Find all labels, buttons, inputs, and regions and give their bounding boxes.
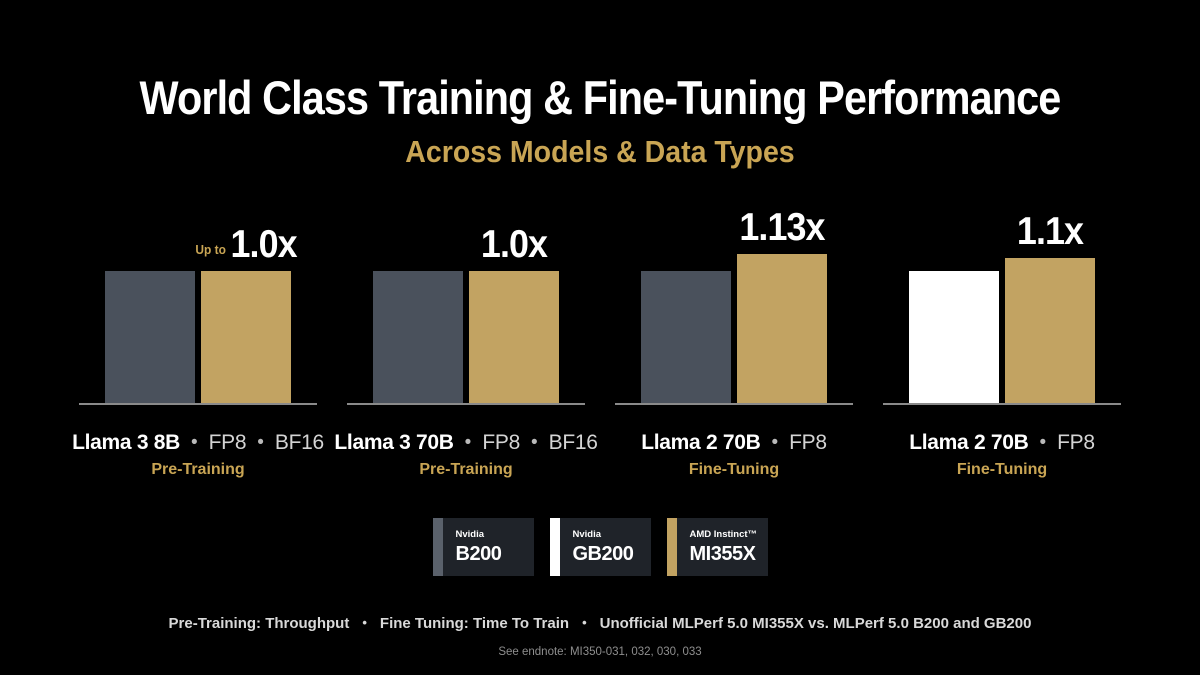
task-label: Fine-Tuning (688, 461, 780, 478)
model-label-row: Llama 3 70B • FP8 • BF16 (334, 431, 598, 454)
axis-baseline (615, 403, 853, 405)
footer-note: Pre-Training: Throughput • Fine Tuning: Ti… (0, 615, 1200, 632)
chart-group-llama-2-70b-fine-tuning: 1.1x Llama 2 70B • FP8 Fine-Tuning (883, 212, 1121, 479)
legend-swatch-mi355x (666, 518, 677, 576)
datatype-label: FP8 (482, 431, 520, 454)
value-label: 1.13x (739, 206, 825, 250)
value-label-row: 1.1x (1016, 210, 1084, 254)
bar-amd-instinct-mi355x (201, 271, 291, 403)
legend-text: Nvidia GB200 (560, 518, 634, 576)
task-label: Pre-Training (151, 461, 245, 478)
model-name: Llama 2 70B (641, 431, 761, 454)
legend-item-mi355x: AMD Instinct™ MI355X (666, 518, 768, 576)
chart-groups: Up to 1.0x Llama 3 8B • FP8 • BF16 Pre-Training… (0, 208, 1200, 479)
bar-pair: Up to 1.0x (79, 225, 317, 405)
footer-bullet-separator: • (582, 615, 587, 630)
chart-group-llama-3-8b-pre-training: Up to 1.0x Llama 3 8B • FP8 • BF16 Pre-Training (72, 225, 324, 479)
legend-model-label: MI355X (689, 542, 756, 565)
bullet-separator: • (464, 432, 472, 453)
footer-note-segment: Pre-Training: Throughput (168, 615, 350, 632)
bullet-separator: • (190, 432, 198, 453)
value-label: 1.0x (230, 223, 298, 267)
value-label-row: 1.13x (739, 206, 825, 250)
axis-baseline (883, 403, 1121, 405)
legend-item-b200: Nvidia B200 (432, 518, 534, 576)
bar-nvidia-b200 (105, 271, 195, 403)
bar-nvidia-b200 (373, 271, 463, 403)
bar-pair: 1.1x (883, 212, 1121, 405)
value-prefix-label: Up to (195, 242, 226, 257)
bullet-separator: • (257, 432, 264, 453)
value-label: 1.0x (480, 223, 548, 267)
bar-nvidia-b200 (641, 271, 731, 403)
legend-model-label: GB200 (572, 542, 634, 565)
footer-note-segment: Fine Tuning: Time To Train (379, 615, 570, 632)
page-title: World Class Training & Fine-Tuning Perfo… (139, 71, 1062, 124)
task-label: Pre-Training (419, 461, 513, 478)
model-name: Llama 2 70B (909, 431, 1029, 454)
datatype-label: BF16 (548, 431, 598, 454)
value-label: 1.1x (1016, 210, 1084, 254)
datatype-label: FP8 (208, 431, 247, 454)
bar-pair: 1.13x (615, 208, 853, 405)
legend-model-label: B200 (455, 542, 502, 565)
value-label-row: 1.0x (480, 223, 548, 267)
datatype-label: BF16 (274, 431, 324, 454)
chart-group-llama-3-70b-pre-training: 1.0x Llama 3 70B • FP8 • BF16 Pre-Training (334, 225, 598, 479)
axis-baseline (347, 403, 585, 405)
bullet-separator: • (771, 432, 779, 453)
legend-item-gb200: Nvidia GB200 (549, 518, 651, 576)
datatype-label: FP8 (789, 431, 827, 454)
value-label-row: Up to 1.0x (195, 223, 298, 267)
model-label-row: Llama 2 70B • FP8 (909, 432, 1095, 453)
chart-group-llama-2-70b-fine-tuning: 1.13x Llama 2 70B • FP8 Fine-Tuning (615, 208, 853, 479)
bar-amd-instinct-mi355x (737, 254, 827, 403)
legend-brand-label: Nvidia (572, 528, 602, 540)
model-label-row: Llama 2 70B • FP8 (641, 432, 827, 453)
legend: Nvidia B200 Nvidia GB200 AMD Instinct™ MI355X (0, 518, 1200, 576)
model-name: Llama 3 70B (334, 431, 454, 454)
legend-brand-label: Nvidia (455, 528, 485, 540)
model-name: Llama 3 8B (72, 431, 180, 454)
bullet-separator: • (1039, 432, 1047, 453)
legend-brand-label: AMD Instinct™ (689, 528, 758, 540)
bullet-separator: • (530, 432, 538, 453)
task-label: Fine-Tuning (956, 461, 1048, 478)
legend-swatch-gb200 (549, 518, 560, 576)
endnote: See endnote: MI350-031, 032, 030, 033 (498, 646, 702, 658)
legend-text: AMD Instinct™ MI355X (677, 518, 758, 576)
footer-bullet-separator: • (362, 615, 367, 630)
bar-amd-instinct-mi355x (469, 271, 559, 403)
legend-text: Nvidia B200 (443, 518, 502, 576)
bar-amd-instinct-mi355x (1005, 258, 1095, 403)
axis-baseline (79, 403, 317, 405)
footer-note-segment: Unofficial MLPerf 5.0 MI355X vs. MLPerf … (599, 615, 1032, 632)
bar-pair: 1.0x (347, 225, 585, 405)
legend-swatch-b200 (432, 518, 443, 576)
bar-nvidia-gb200 (909, 271, 999, 403)
page-subtitle: Across Models & Data Types (405, 134, 795, 169)
datatype-label: FP8 (1057, 431, 1095, 454)
model-label-row: Llama 3 8B • FP8 • BF16 (72, 432, 324, 453)
